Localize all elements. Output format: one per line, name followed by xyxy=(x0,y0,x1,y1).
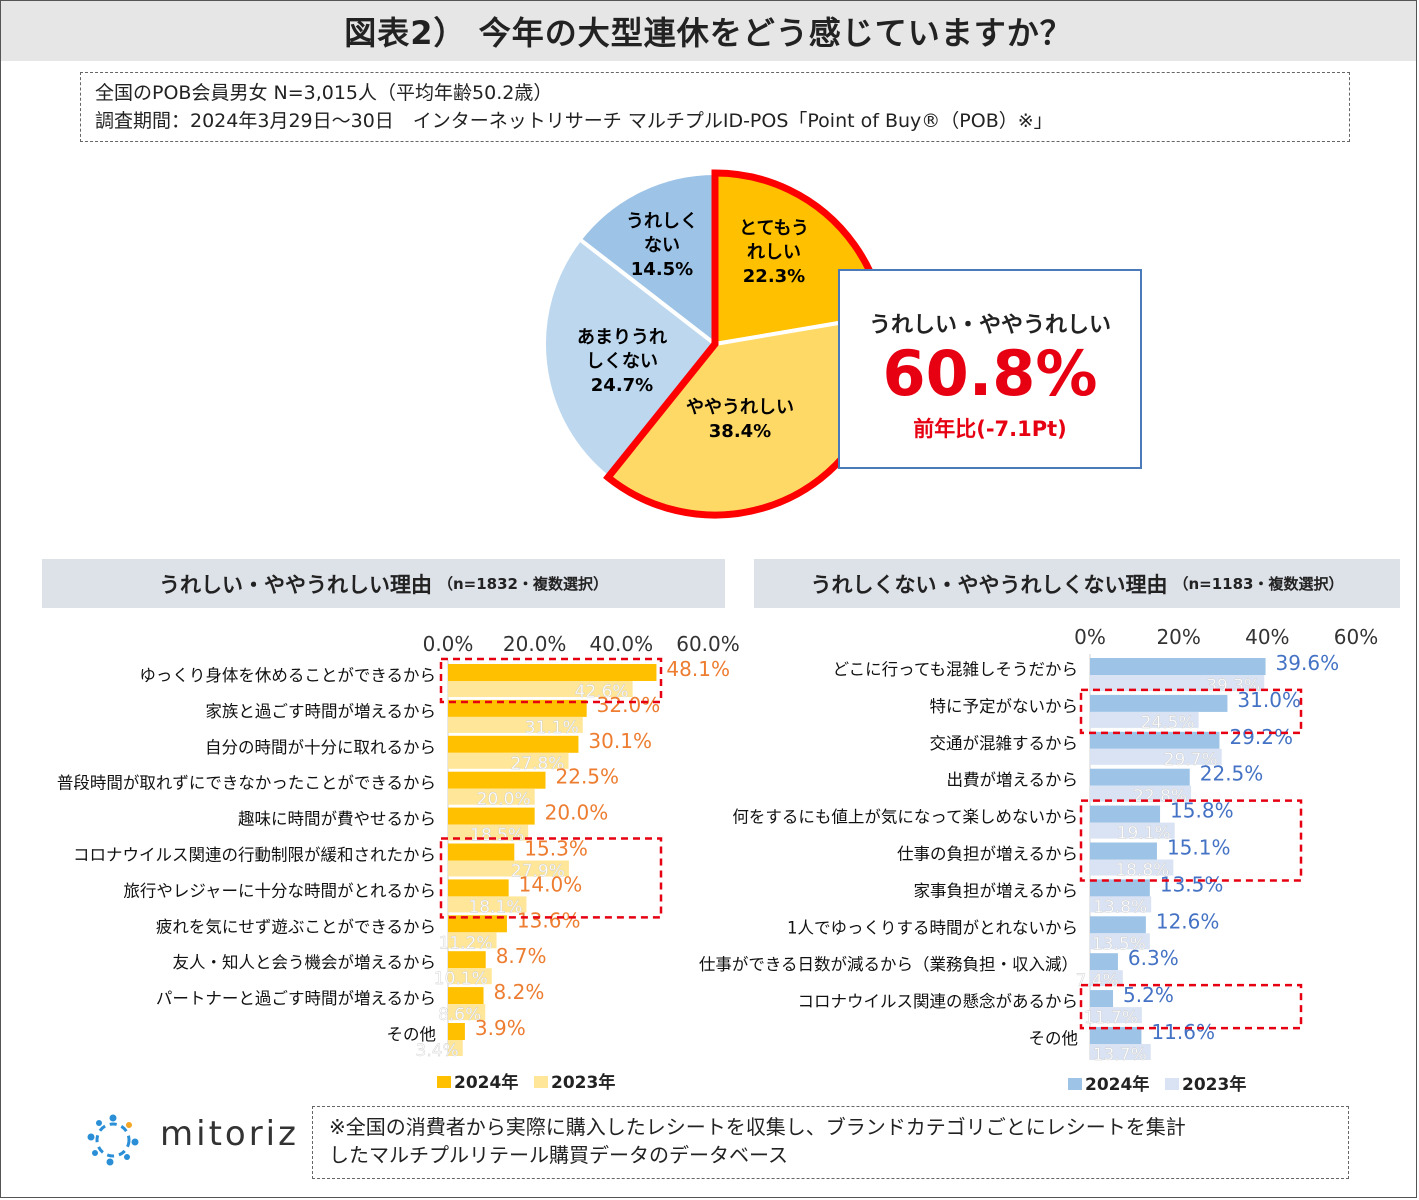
right-panel-note: （n=1183・複数選択） xyxy=(1173,575,1344,593)
callout-yoy: 前年比(-7.1Pt) xyxy=(913,417,1067,441)
callout-label: うれしい・ややうれしい xyxy=(868,313,1111,338)
survey-info-box: 全国のPOB会員男女 N=3,015人（平均年齢50.2歳） 調査期間：2024… xyxy=(80,72,1350,142)
survey-period-line: 調査期間：2024年3月29日～30日 インターネットリサーチ マルチプルID-… xyxy=(95,110,1053,132)
pie-label-3-line-0: うれしく xyxy=(626,211,698,232)
footnote-line-1: ※全国の消費者から実際に購入したレシートを収集し、ブランドカテゴリごとにレシート… xyxy=(329,1115,1186,1139)
left-panel-heading: うれしい・ややうれしい理由 （n=1832・複数選択） xyxy=(42,559,725,608)
pie-label-0-line-1: れしい xyxy=(747,242,801,263)
pie-slice-3 xyxy=(576,170,717,349)
survey-sample-line: 全国のPOB会員男女 N=3,015人（平均年齢50.2歳） xyxy=(95,82,553,104)
footnote-box: ※全国の消費者から実際に購入したレシートを収集し、ブランドカテゴリごとにレシート… xyxy=(312,1106,1349,1179)
summary-callout: うれしい・ややうれしい 60.8% 前年比(-7.1Pt) xyxy=(838,269,1142,469)
pie-label-0-line-0: とてもう xyxy=(739,218,809,239)
left-panel-note: （n=1832・複数選択） xyxy=(438,575,608,593)
pie-label-3-line-1: ない xyxy=(644,235,680,256)
logo-text: mitoriz xyxy=(160,1114,299,1154)
page-title: 図表2） 今年の大型連休をどう感じていますか？ xyxy=(1,1,1416,61)
footnote-line-2: したマルチプルリテール購買データのデータベース xyxy=(329,1143,788,1167)
right-panel-title: うれしくない・ややうれしくない理由 xyxy=(810,572,1168,597)
callout-value: 60.8% xyxy=(882,337,1098,410)
pie-label-2-line-0: あまりうれ xyxy=(577,327,667,348)
pie-label-1-line-1: 38.4% xyxy=(709,421,771,442)
left-panel-title: うれしい・ややうれしい理由 xyxy=(159,572,432,597)
pie-slice-2 xyxy=(542,236,718,481)
pie-label-3-line-2: 14.5% xyxy=(631,259,693,280)
mitoriz-logo-icon xyxy=(87,1114,139,1166)
pie-label-2-line-1: しくない xyxy=(586,351,658,372)
pie-label-1-line-0: ややうれしい xyxy=(686,397,794,418)
pie-label-0-line-2: 22.3% xyxy=(743,266,805,287)
pie-label-2-line-2: 24.7% xyxy=(591,375,653,396)
right-panel-heading: うれしくない・ややうれしくない理由 （n=1183・複数選択） xyxy=(754,559,1400,608)
